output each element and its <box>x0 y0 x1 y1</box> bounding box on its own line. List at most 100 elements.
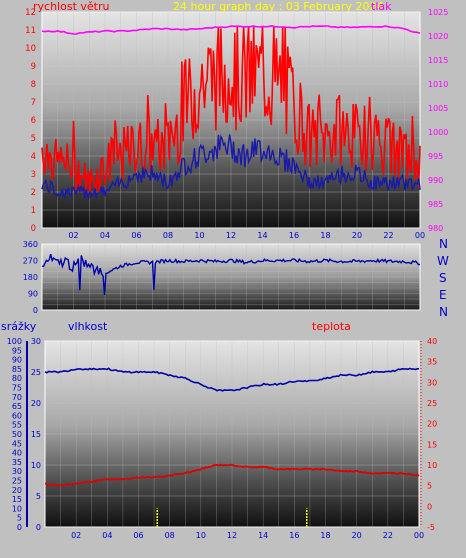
temperature-tick-label: 30 <box>427 378 437 387</box>
pressure-tick-label: 995 <box>428 152 443 161</box>
temperature-tick-label: 10 <box>427 461 437 470</box>
humidity-tick-label: 0 <box>36 523 41 532</box>
wind-speed-tick-label: 1 <box>31 206 36 216</box>
time-tick-label: 18 <box>320 531 330 540</box>
humidity-tick-label: 5 <box>36 492 41 501</box>
wind-pressure-grid <box>42 11 420 229</box>
rain-tick-label: 30 <box>12 467 22 476</box>
humidity-tick-label: 15 <box>31 430 41 439</box>
rain-tick-label: 65 <box>12 402 22 411</box>
time-tick-label: 20 <box>352 531 362 540</box>
rain-tick-label: 95 <box>12 346 22 355</box>
wind-speed-tick-label: 2 <box>31 188 36 198</box>
humidity-tick-label: 25 <box>31 368 41 377</box>
temperature-tick-label: 0 <box>427 502 432 511</box>
rain-tick-label: 55 <box>12 421 22 430</box>
time-tick-label: 06 <box>131 231 141 240</box>
compass-letter-n-top: N <box>439 237 448 251</box>
pressure-tick-label: 1015 <box>428 56 448 65</box>
time-tick-label: 20 <box>352 231 362 240</box>
rain-tick-label: 10 <box>12 504 22 513</box>
humidity-tick-label: 10 <box>31 461 41 470</box>
wind-speed-tick-label: 8 <box>31 80 36 90</box>
time-tick-label: 14 <box>258 531 268 540</box>
pressure-tick-label: 1010 <box>428 80 448 89</box>
time-tick-label: 02 <box>71 531 81 540</box>
time-tick-label: 08 <box>163 231 173 240</box>
time-tick-label: 12 <box>226 231 236 240</box>
rain-tick-label: 100 <box>7 337 22 346</box>
time-tick-label: 06 <box>133 531 143 540</box>
time-tick-label: 04 <box>102 531 112 540</box>
pressure-line <box>41 24 421 35</box>
time-tick-label: 02 <box>68 231 78 240</box>
wind-speed-tick-label: 7 <box>31 98 36 108</box>
wind-gust-line <box>41 26 421 197</box>
wind-speed-tick-label: 9 <box>31 62 36 72</box>
rain-tick-label: 70 <box>12 393 22 402</box>
rain-humidity-temperature-axes: 0510152025300510152025303540455055606570… <box>7 337 437 540</box>
time-tick-label: 22 <box>383 231 393 240</box>
humidity-tick-label: 30 <box>31 337 41 346</box>
rain-humidity-temperature-grid <box>45 340 419 528</box>
humidity-tick-label: 20 <box>31 399 41 408</box>
rain-tick-label: 25 <box>12 477 22 486</box>
rain-tick-label: 15 <box>12 495 22 504</box>
direction-tick-label: 360 <box>23 240 38 249</box>
time-tick-label: 18 <box>320 231 330 240</box>
time-tick-label: 00 <box>414 531 424 540</box>
temperature-tick-label: 25 <box>427 399 437 408</box>
compass-letter-n-bottom: N <box>439 305 448 319</box>
wind-speed-tick-label: 10 <box>25 44 36 54</box>
wind-speed-label: rychlost větru <box>33 0 109 13</box>
time-tick-label: 22 <box>383 531 393 540</box>
time-tick-label: 00 <box>415 231 425 240</box>
compass-letters: N W S E N <box>437 237 449 319</box>
wind-speed-tick-label: 11 <box>25 26 36 36</box>
wind-pressure-series <box>41 24 421 200</box>
humidity-line <box>44 367 420 392</box>
rain-tick-label: 20 <box>12 486 22 495</box>
rain-tick-label: 80 <box>12 374 22 383</box>
direction-tick-label: 90 <box>28 290 38 299</box>
wind-direction-series <box>41 253 421 295</box>
rain-tick-label: 75 <box>12 384 22 393</box>
temperature-tick-label: 15 <box>427 440 437 449</box>
wind-speed-tick-label: 3 <box>31 170 36 180</box>
time-tick-label: 14 <box>257 231 267 240</box>
time-tick-label: 10 <box>194 231 204 240</box>
pressure-label: tlak <box>371 0 392 13</box>
compass-letter-s: S <box>439 271 447 285</box>
pressure-tick-label: 985 <box>428 200 443 209</box>
temperature-label: teplota <box>312 320 351 333</box>
wind-direction-axes: 0 90 180 270 360 <box>23 240 38 315</box>
rain-tick-label: 40 <box>12 449 22 458</box>
rain-tick-label: 0 <box>17 523 22 532</box>
wind-pressure-axes: 0123456789101112980985990995100010051010… <box>25 8 448 240</box>
pressure-tick-label: 980 <box>428 224 443 233</box>
temperature-tick-label: 35 <box>427 358 437 367</box>
direction-tick-label: 180 <box>23 273 38 282</box>
time-tick-label: 12 <box>227 531 237 540</box>
rain-tick-label: 45 <box>12 439 22 448</box>
pressure-tick-label: 990 <box>428 176 443 185</box>
humidity-label: vlhkost <box>68 320 108 333</box>
wind-speed-tick-label: 4 <box>31 152 36 162</box>
wind-average-line <box>41 134 421 200</box>
pressure-tick-label: 1020 <box>428 32 448 41</box>
rain-tick-label: 35 <box>12 458 22 467</box>
rain-tick-label: 90 <box>12 356 22 365</box>
rain-label: srážky <box>1 320 37 333</box>
direction-tick-label: 270 <box>23 257 38 266</box>
pressure-tick-label: 1000 <box>428 128 448 137</box>
rain-tick-label: 85 <box>12 365 22 374</box>
wind-speed-tick-label: 0 <box>31 224 36 234</box>
wind-direction-line <box>41 253 421 295</box>
time-tick-label: 08 <box>165 531 175 540</box>
time-tick-label: 10 <box>196 531 206 540</box>
compass-letter-e: E <box>439 288 447 302</box>
pressure-tick-label: 1005 <box>428 104 448 113</box>
rain-tick-label: 5 <box>17 514 22 523</box>
